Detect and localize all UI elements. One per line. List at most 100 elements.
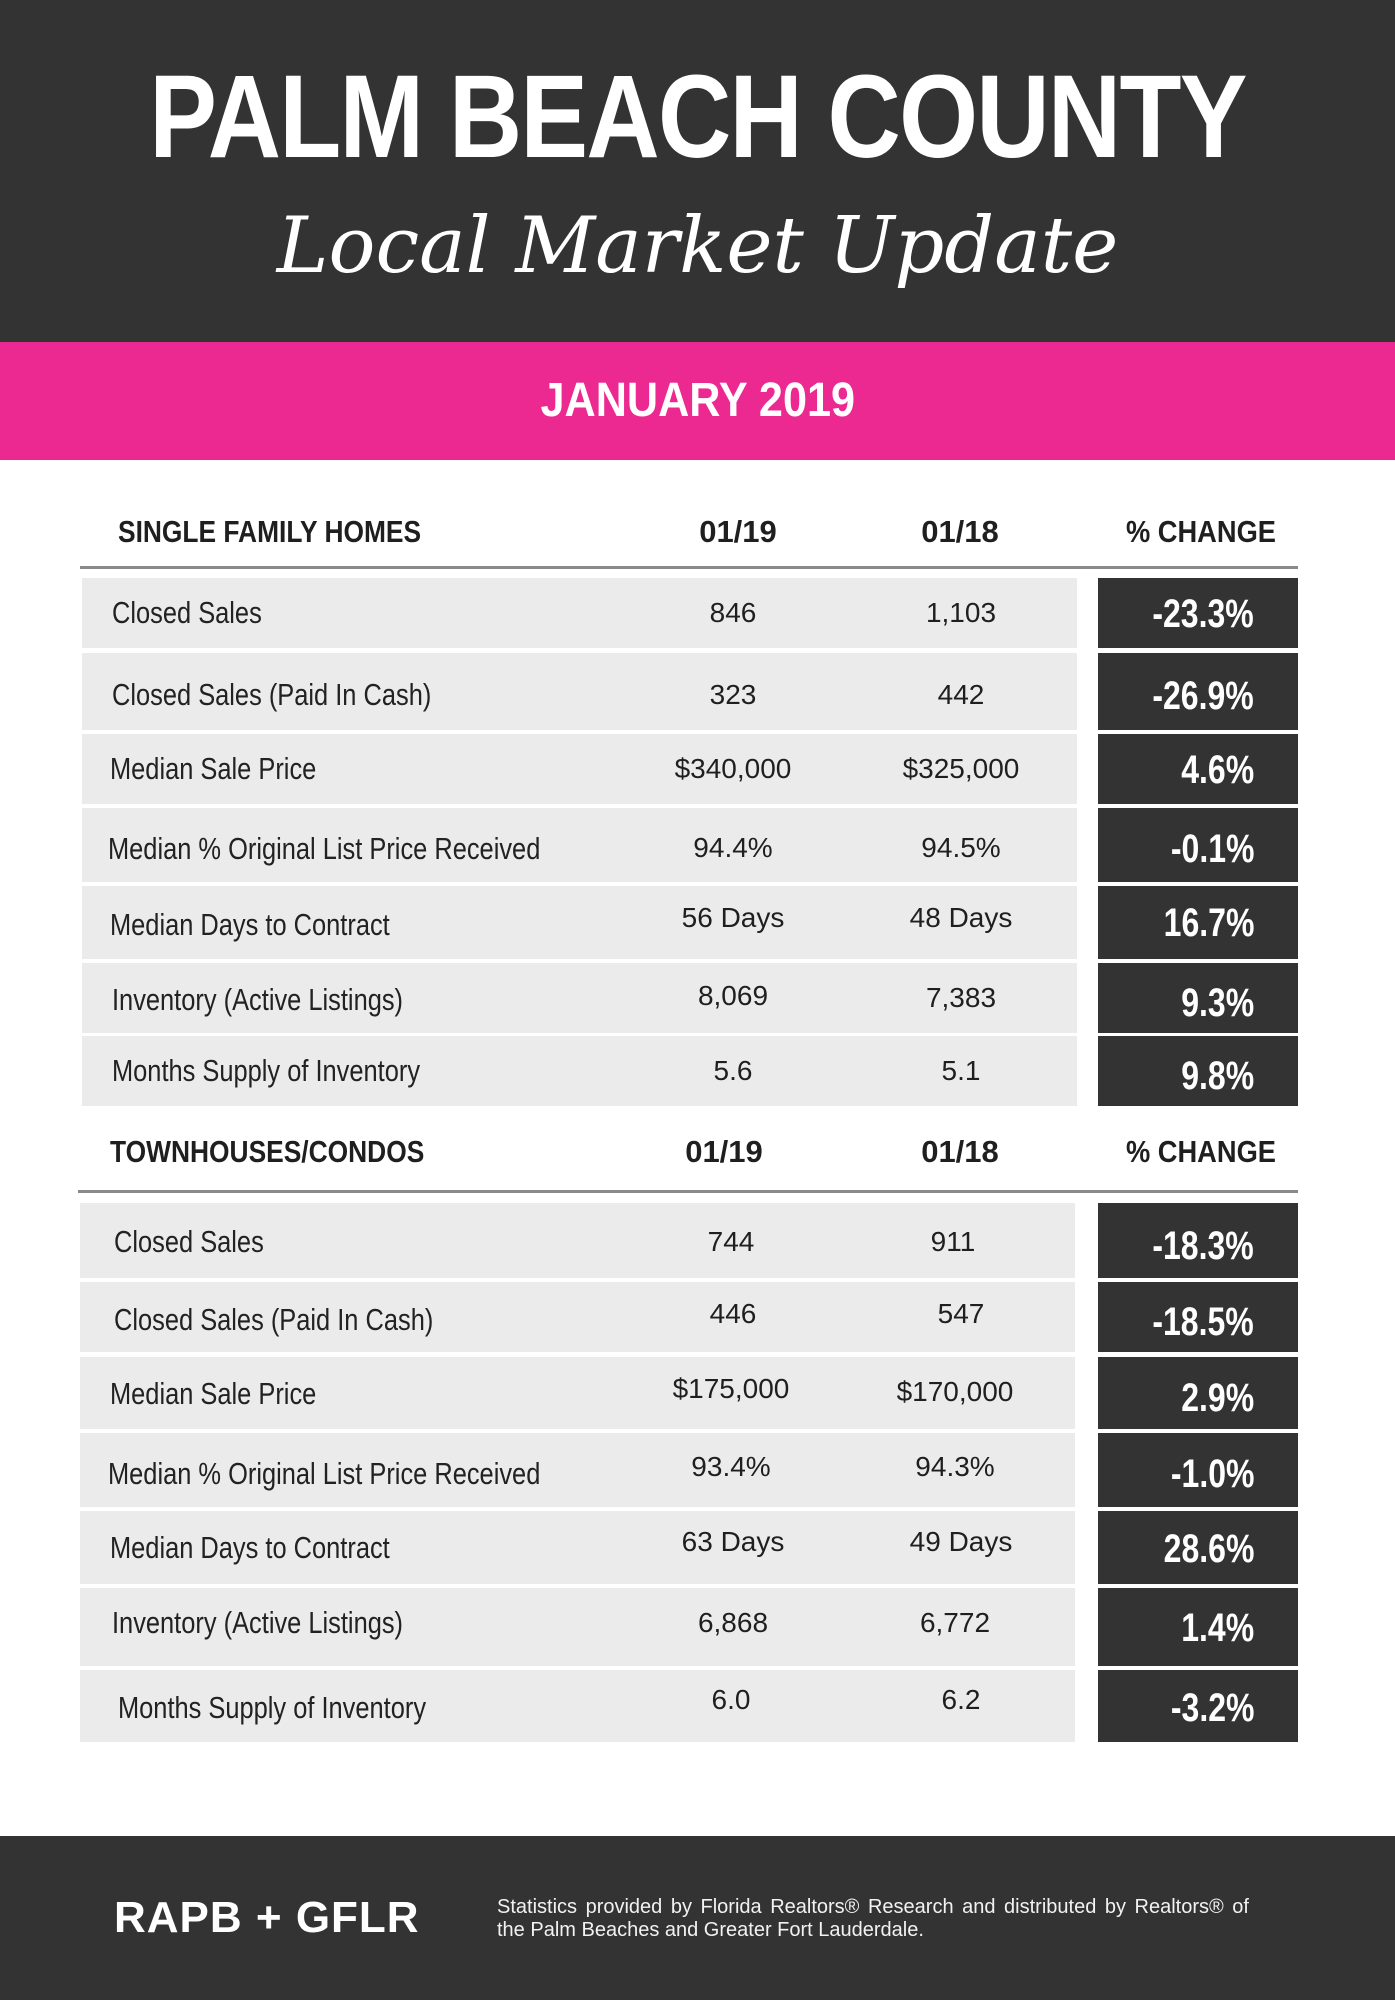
change-value: -26.9% bbox=[1152, 674, 1254, 718]
metric-label: Median Days to Contract bbox=[110, 1530, 390, 1565]
change-value: 1.4% bbox=[1181, 1606, 1254, 1650]
value-prior: 547 bbox=[937, 1298, 985, 1329]
source-credit: Statistics provided by Florida Realtors®… bbox=[497, 1896, 1249, 1941]
value-prior: 1,103 bbox=[925, 597, 997, 628]
change-badge: 4.6% bbox=[1098, 734, 1298, 804]
column-header-change: % CHANGE bbox=[1125, 514, 1276, 549]
change-value: -0.1% bbox=[1170, 827, 1254, 871]
value-current: $340,000 bbox=[674, 753, 792, 784]
column-header-prior: 01/18 bbox=[921, 1134, 999, 1169]
row-background bbox=[82, 653, 1077, 730]
column-header-change: % CHANGE bbox=[1125, 1134, 1276, 1169]
table-row: Median Sale Price $175,000 $170,000 2.9% bbox=[0, 1357, 1395, 1429]
metric-label: Closed Sales (Paid In Cash) bbox=[112, 677, 432, 712]
section-title: SINGLE FAMILY HOMES bbox=[118, 514, 422, 549]
section-header-townhouses-condos: TOWNHOUSES/CONDOS 01/19 01/18 % CHANGE bbox=[0, 1132, 1395, 1202]
value-current: 446 bbox=[709, 1298, 757, 1329]
metric-label: Median % Original List Price Received bbox=[108, 1456, 541, 1491]
period-band: JANUARY 2019 bbox=[0, 342, 1395, 460]
page-title: PALM BEACH COUNTY bbox=[149, 51, 1247, 183]
change-badge: -18.3% bbox=[1098, 1203, 1298, 1278]
header-divider bbox=[80, 566, 1298, 569]
value-current: 6,868 bbox=[697, 1607, 769, 1638]
change-badge: -0.1% bbox=[1098, 808, 1298, 882]
table-row: Median Sale Price $340,000 $325,000 4.6% bbox=[0, 734, 1395, 804]
value-current: 56 Days bbox=[681, 902, 785, 933]
change-badge: -1.0% bbox=[1098, 1433, 1298, 1507]
change-badge: -23.3% bbox=[1098, 578, 1298, 648]
value-current: 5.6 bbox=[713, 1055, 753, 1086]
value-prior: 911 bbox=[930, 1226, 976, 1257]
value-current: 323 bbox=[709, 679, 757, 710]
row-background bbox=[82, 808, 1077, 882]
value-prior: $170,000 bbox=[896, 1376, 1014, 1407]
metric-label: Months Supply of Inventory bbox=[112, 1053, 421, 1088]
value-prior: 94.5% bbox=[921, 832, 1001, 863]
change-value: 4.6% bbox=[1181, 748, 1254, 792]
row-background bbox=[80, 1357, 1075, 1429]
table-row: Median % Original List Price Received 93… bbox=[0, 1433, 1395, 1507]
value-current: $175,000 bbox=[672, 1373, 790, 1404]
change-value: -18.5% bbox=[1152, 1300, 1254, 1344]
column-header-prior: 01/18 bbox=[921, 514, 999, 549]
change-value: 16.7% bbox=[1163, 901, 1254, 945]
row-background bbox=[80, 1511, 1075, 1584]
header-banner: PALM BEACH COUNTY Local Market Update bbox=[0, 0, 1395, 342]
metric-label: Inventory (Active Listings) bbox=[112, 982, 404, 1017]
value-prior: 7,383 bbox=[925, 982, 997, 1013]
brand-logo: RAPB + GFLR bbox=[114, 1893, 420, 1942]
value-current: 744 bbox=[707, 1226, 755, 1257]
table-row: Inventory (Active Listings) 6,868 6,772 … bbox=[0, 1588, 1395, 1666]
row-background bbox=[80, 1433, 1075, 1507]
table-row: Months Supply of Inventory 5.6 5.1 9.8% bbox=[0, 1036, 1395, 1106]
metric-label: Median Sale Price bbox=[110, 751, 317, 786]
change-value: -18.3% bbox=[1152, 1224, 1254, 1268]
row-background bbox=[82, 734, 1077, 804]
footer-bar: RAPB + GFLR Statistics provided by Flori… bbox=[0, 1836, 1395, 2000]
value-current: 93.4% bbox=[691, 1451, 771, 1482]
value-prior: 48 Days bbox=[909, 902, 1013, 933]
header-divider bbox=[78, 1190, 1298, 1193]
change-value: 9.3% bbox=[1181, 981, 1254, 1025]
metric-label: Closed Sales bbox=[114, 1224, 264, 1259]
value-current: 6.0 bbox=[711, 1684, 751, 1715]
metric-label: Median % Original List Price Received bbox=[108, 831, 541, 866]
value-prior: 49 Days bbox=[909, 1526, 1013, 1557]
table-row: Median Days to Contract 56 Days 48 Days … bbox=[0, 886, 1395, 959]
row-background bbox=[80, 1588, 1075, 1666]
change-value: 9.8% bbox=[1181, 1054, 1254, 1098]
change-badge: 28.6% bbox=[1098, 1511, 1298, 1584]
row-background bbox=[82, 963, 1077, 1033]
metric-label: Median Sale Price bbox=[110, 1376, 317, 1411]
column-header-current: 01/19 bbox=[685, 1134, 763, 1169]
table-row: Closed Sales 744 911 -18.3% bbox=[0, 1203, 1395, 1278]
column-header-current: 01/19 bbox=[699, 514, 777, 549]
table-row: Closed Sales 846 1,103 -23.3% bbox=[0, 578, 1395, 648]
change-badge: 2.9% bbox=[1098, 1357, 1298, 1429]
metric-label: Inventory (Active Listings) bbox=[112, 1605, 404, 1640]
row-background bbox=[82, 1036, 1077, 1106]
section-title: TOWNHOUSES/CONDOS bbox=[110, 1134, 425, 1169]
metric-label: Median Days to Contract bbox=[110, 907, 390, 942]
value-current: 846 bbox=[709, 597, 757, 628]
value-prior: 5.1 bbox=[941, 1055, 981, 1086]
change-badge: -3.2% bbox=[1098, 1670, 1298, 1742]
value-prior: 94.3% bbox=[915, 1451, 995, 1482]
table-row: Median Days to Contract 63 Days 49 Days … bbox=[0, 1511, 1395, 1584]
table-row: Closed Sales (Paid In Cash) 323 442 -26.… bbox=[0, 653, 1395, 730]
table-row: Median % Original List Price Received 94… bbox=[0, 808, 1395, 882]
value-prior: $325,000 bbox=[902, 753, 1020, 784]
change-badge: -26.9% bbox=[1098, 653, 1298, 730]
change-value: 28.6% bbox=[1163, 1527, 1254, 1571]
row-background bbox=[80, 1282, 1075, 1352]
metric-label: Closed Sales (Paid In Cash) bbox=[114, 1302, 434, 1337]
value-current: 8,069 bbox=[697, 980, 769, 1011]
metric-label: Closed Sales bbox=[112, 595, 262, 630]
change-badge: 9.3% bbox=[1098, 963, 1298, 1033]
value-current: 94.4% bbox=[693, 832, 773, 863]
change-value: -1.0% bbox=[1170, 1452, 1254, 1496]
period-label: JANUARY 2019 bbox=[540, 374, 855, 427]
metric-label: Months Supply of Inventory bbox=[118, 1690, 427, 1725]
row-background bbox=[82, 578, 1077, 648]
row-background bbox=[80, 1203, 1075, 1278]
